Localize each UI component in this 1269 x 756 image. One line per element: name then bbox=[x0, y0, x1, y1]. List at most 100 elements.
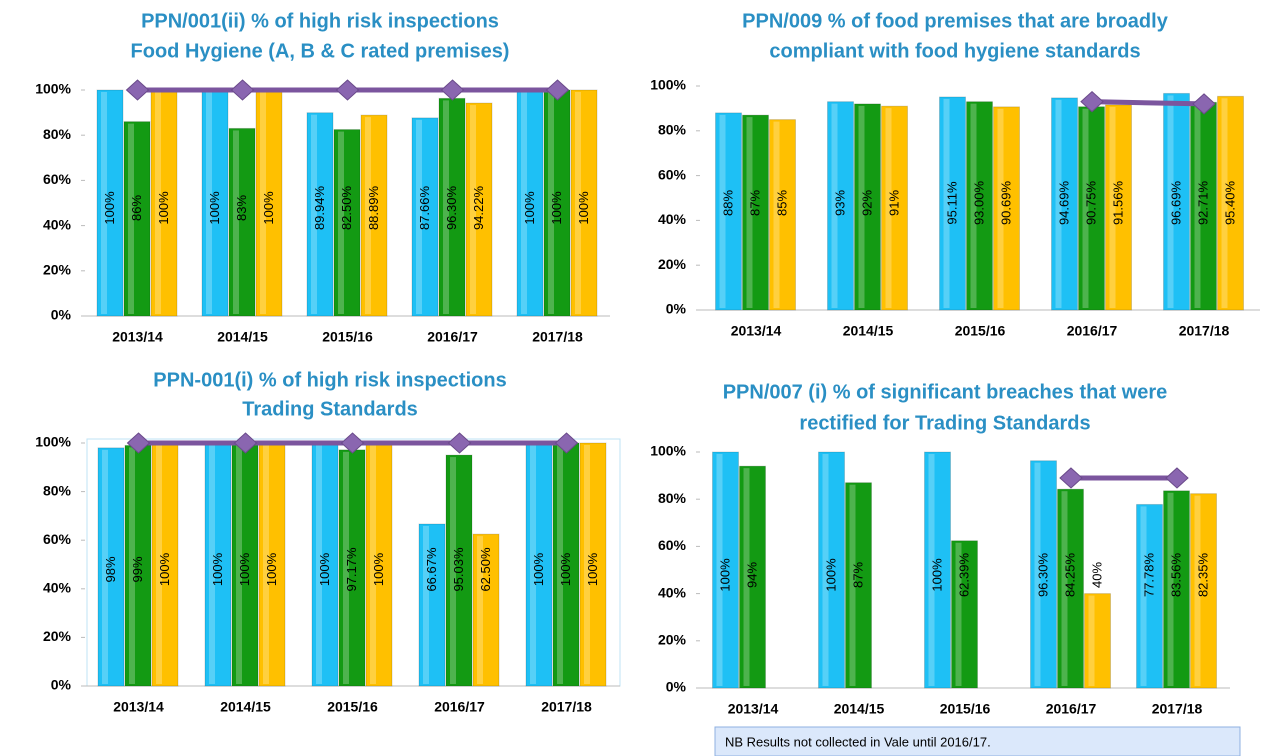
target-marker bbox=[340, 432, 365, 454]
x-tick-label: 2013/14 bbox=[731, 323, 782, 339]
value-label: 88% bbox=[720, 190, 735, 216]
bar-shine bbox=[858, 105, 865, 308]
x-tick-label: 2015/16 bbox=[940, 701, 991, 717]
chart-title: PPN/001(ii) % of high risk inspections bbox=[141, 10, 499, 32]
bar bbox=[1051, 97, 1078, 311]
y-tick-label: 60% bbox=[658, 537, 687, 553]
bar bbox=[845, 482, 872, 689]
bar-shine bbox=[822, 454, 829, 686]
bar-shine bbox=[338, 131, 344, 314]
x-tick-label: 2015/16 bbox=[955, 323, 1006, 339]
y-tick-label: 40% bbox=[43, 216, 72, 232]
value-label: 95.40% bbox=[1222, 181, 1237, 226]
y-tick-label: 20% bbox=[658, 256, 687, 272]
value-label: 40% bbox=[1089, 562, 1104, 588]
bar-shine bbox=[1109, 106, 1116, 308]
note: NB Results not collected in Vale until 2… bbox=[725, 734, 991, 749]
value-label: 98% bbox=[103, 556, 118, 582]
target-marker bbox=[447, 432, 472, 454]
bar-shine bbox=[743, 468, 750, 686]
value-label: 94% bbox=[744, 562, 759, 588]
bar-shine bbox=[343, 451, 349, 684]
value-label: 84.25% bbox=[1062, 553, 1077, 598]
bar-shine bbox=[970, 103, 977, 309]
bar bbox=[438, 97, 466, 317]
value-label: 83% bbox=[234, 195, 249, 221]
bar-shine bbox=[1034, 462, 1041, 686]
bar-shine bbox=[997, 108, 1004, 308]
target-marker bbox=[233, 432, 258, 454]
value-label: 100% bbox=[522, 191, 537, 225]
target-marker bbox=[1165, 467, 1189, 489]
value-label: 96.69% bbox=[1168, 181, 1183, 226]
bar bbox=[255, 89, 283, 317]
value-label: 88.89% bbox=[366, 186, 381, 231]
x-tick-label: 2013/14 bbox=[728, 701, 779, 717]
y-tick-label: 80% bbox=[43, 482, 72, 498]
bar-shine bbox=[1082, 108, 1089, 308]
y-tick-label: 0% bbox=[666, 301, 687, 317]
bar bbox=[1163, 490, 1190, 689]
bar-shine bbox=[477, 536, 483, 684]
y-tick-label: 40% bbox=[658, 584, 687, 600]
bar-shine bbox=[575, 92, 581, 314]
x-tick-label: 2017/18 bbox=[1152, 701, 1203, 717]
bar bbox=[966, 101, 993, 311]
bar-shine bbox=[716, 454, 723, 686]
target-marker bbox=[126, 432, 151, 454]
bar bbox=[1084, 593, 1111, 689]
target-marker bbox=[1080, 91, 1104, 113]
value-label: 92% bbox=[859, 190, 874, 216]
target-line bbox=[1091, 99, 1205, 107]
value-label: 92.71% bbox=[1195, 181, 1210, 226]
bar bbox=[924, 451, 951, 689]
bar-shine bbox=[1221, 98, 1228, 308]
x-tick-label: 2016/17 bbox=[434, 699, 485, 715]
chart-title: PPN/007 (i) % of significant breaches th… bbox=[723, 381, 1168, 403]
value-label: 93.00% bbox=[971, 181, 986, 226]
chart-title: PPN-001(i) % of high risk inspections bbox=[153, 369, 506, 391]
bar bbox=[124, 444, 152, 687]
bar-shine bbox=[584, 445, 590, 684]
bar-shine bbox=[548, 92, 554, 314]
bar bbox=[516, 89, 544, 317]
value-label: 95.03% bbox=[451, 547, 466, 592]
bar bbox=[1030, 460, 1057, 689]
bar-shine bbox=[773, 121, 780, 308]
bar bbox=[552, 442, 580, 687]
value-label: 100% bbox=[210, 552, 225, 586]
bar-shine bbox=[236, 445, 242, 684]
bar bbox=[445, 454, 473, 687]
y-tick-label: 0% bbox=[51, 677, 72, 693]
y-tick-label: 40% bbox=[658, 211, 687, 227]
bar bbox=[1163, 92, 1190, 311]
bar-shine bbox=[885, 108, 892, 308]
value-label: 100% bbox=[585, 552, 600, 586]
bar bbox=[204, 442, 232, 687]
bar bbox=[311, 442, 339, 687]
value-label: 100% bbox=[207, 191, 222, 225]
value-label: 66.67% bbox=[424, 547, 439, 592]
value-label: 77.78% bbox=[1141, 553, 1156, 598]
x-tick-label: 2016/17 bbox=[1046, 701, 1097, 717]
y-tick-label: 80% bbox=[658, 122, 687, 138]
bar-shine bbox=[1194, 104, 1201, 309]
bar-shine bbox=[1140, 506, 1147, 686]
bar bbox=[1190, 101, 1217, 311]
value-label: 100% bbox=[823, 558, 838, 592]
bar bbox=[151, 442, 179, 687]
bar bbox=[712, 451, 739, 689]
bar bbox=[258, 442, 286, 687]
value-label: 90.69% bbox=[998, 181, 1013, 226]
bar-shine bbox=[521, 92, 527, 314]
bar-shine bbox=[102, 449, 108, 684]
bar bbox=[827, 101, 854, 311]
bar-shine bbox=[101, 92, 107, 314]
value-label: 99% bbox=[130, 556, 145, 582]
value-label: 96.30% bbox=[1035, 553, 1050, 598]
target-marker bbox=[125, 79, 150, 101]
y-tick-label: 0% bbox=[666, 679, 687, 695]
value-label: 100% bbox=[156, 191, 171, 225]
value-label: 96.30% bbox=[444, 186, 459, 231]
bar bbox=[739, 465, 766, 689]
